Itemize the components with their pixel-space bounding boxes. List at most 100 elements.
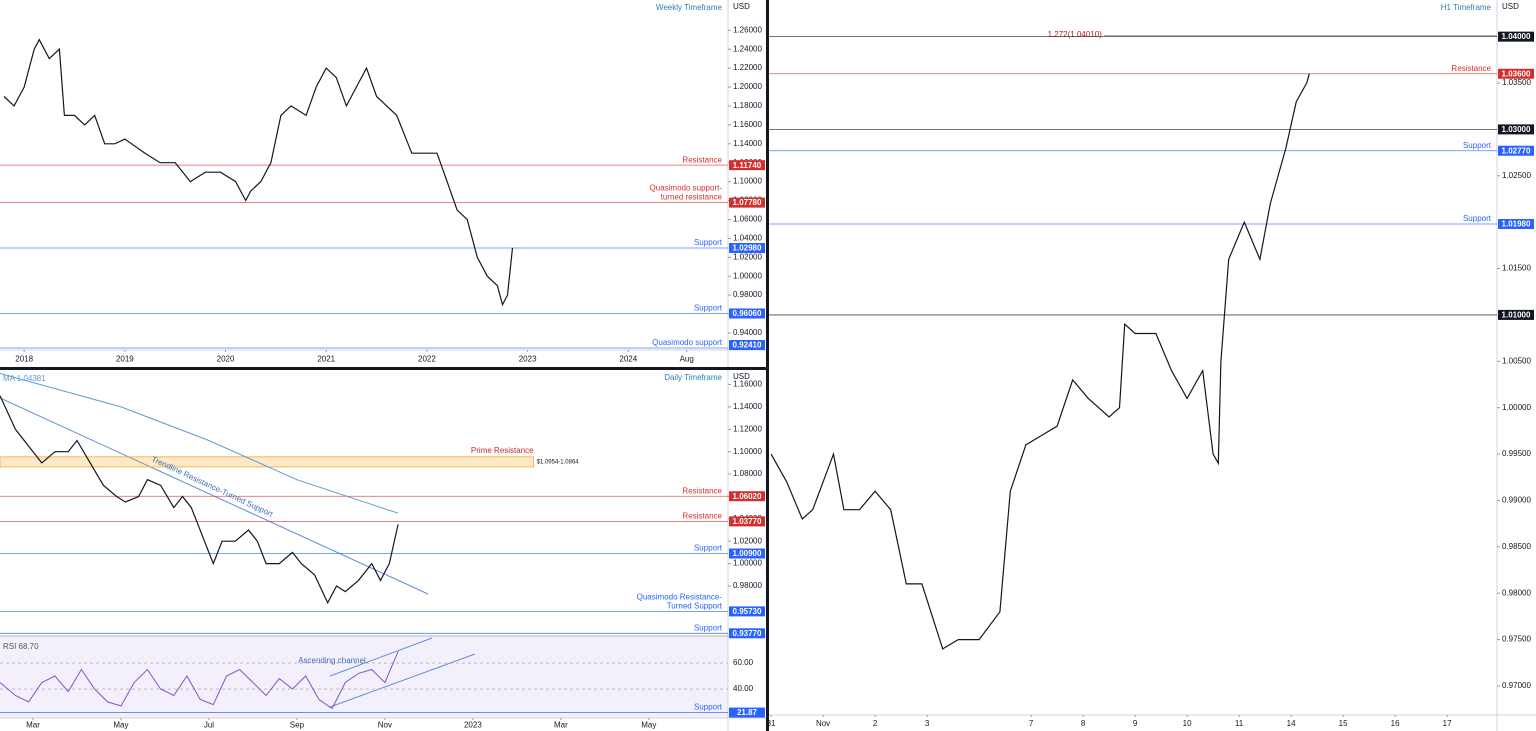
x-tick-label: 17 — [1443, 719, 1452, 728]
y-tick-label: 1.12000 — [733, 424, 762, 433]
x-tick-label: 9 — [1133, 719, 1138, 728]
price-label: 21.87 — [737, 708, 758, 717]
x-tick-label: 14 — [1287, 719, 1296, 728]
price-label: 0.95730 — [733, 607, 762, 616]
x-tick-label: 7 — [1029, 719, 1034, 728]
price-label: 1.02770 — [1502, 146, 1531, 155]
price-label: 1.03600 — [1502, 69, 1531, 78]
channel-line — [329, 637, 433, 677]
level-note: Resistance — [1451, 64, 1491, 73]
y-tick-label: 1.26000 — [733, 25, 762, 34]
price-label-box — [1498, 124, 1534, 135]
rsi-background — [0, 636, 728, 718]
y-tick-label: 1.00000 — [1502, 403, 1531, 412]
level-note: Quasimodo support- — [650, 184, 723, 193]
level-note: Support — [1463, 141, 1492, 150]
x-tick-label: 31 — [767, 719, 776, 728]
price-label-box — [1498, 145, 1534, 156]
y-tick-label: 1.10000 — [733, 177, 762, 186]
y-tick-label: 1.22000 — [733, 63, 762, 72]
price-label-box — [1498, 219, 1534, 230]
price-label-box — [1498, 68, 1534, 79]
rsi-label: RSI 68.70 — [3, 642, 39, 651]
x-tick-label: 2023 — [464, 721, 482, 730]
price-label: 1.04000 — [1502, 32, 1531, 41]
rsi-annotation: Ascending channel — [298, 656, 366, 665]
y-tick-label: 1.08000 — [733, 469, 762, 478]
y-tick-label: 1.02000 — [733, 252, 762, 261]
level-note: Support — [694, 544, 723, 553]
axis-unit: USD — [1502, 2, 1519, 11]
y-tick-label: 1.00000 — [733, 559, 762, 568]
price-line — [0, 372, 399, 514]
x-tick-label: 2 — [873, 719, 878, 728]
timeframe-title: Weekly Timeframe — [656, 3, 723, 12]
price-label-box — [1498, 31, 1534, 42]
level-note: Support — [694, 623, 723, 632]
y-tick-label: 1.04000 — [733, 233, 762, 242]
x-tick-label: 2018 — [15, 355, 33, 364]
timeframe-title: H1 Timeframe — [1441, 3, 1492, 12]
series-label: MA 1.04381 — [3, 374, 46, 383]
price-label: 1.00900 — [733, 549, 762, 558]
y-tick-label: 0.94000 — [733, 328, 762, 337]
level-note: Quasimodo support — [652, 338, 723, 347]
price-label: 1.07780 — [733, 198, 762, 207]
x-tick-label: 2020 — [217, 355, 235, 364]
y-tick-label: 1.14000 — [733, 402, 762, 411]
x-tick-label: 11 — [1235, 719, 1244, 728]
y-tick-label: 1.24000 — [733, 44, 762, 53]
price-label: 0.92410 — [733, 341, 762, 350]
level-note: Support — [694, 703, 723, 712]
panel-divider — [766, 0, 769, 731]
price-label-box — [729, 707, 765, 718]
level-note: Support — [1463, 214, 1492, 223]
x-tick-label: Nov — [378, 721, 392, 730]
y-tick-label: 1.00000 — [733, 271, 762, 280]
x-tick-label: 2021 — [317, 355, 335, 364]
price-line — [770, 73, 1310, 650]
y-tick-label: 60.00 — [733, 658, 754, 667]
y-tick-label: 1.16000 — [733, 380, 762, 389]
y-tick-label: 1.01500 — [1502, 264, 1531, 273]
x-tick-label: 15 — [1339, 719, 1348, 728]
price-label-box — [1498, 309, 1534, 320]
y-tick-label: 1.00500 — [1502, 356, 1531, 365]
y-tick-label: 40.00 — [733, 684, 754, 693]
level-note: Support — [694, 238, 723, 247]
y-tick-label: 1.06000 — [733, 215, 762, 224]
timeframe-title: Daily Timeframe — [664, 373, 722, 382]
y-tick-label: 1.10000 — [733, 447, 762, 456]
price-label: 1.03000 — [1502, 125, 1531, 134]
price-line — [0, 395, 399, 605]
x-tick-label: Jul — [204, 721, 214, 730]
y-tick-label: 1.16000 — [733, 120, 762, 129]
x-tick-label: 2023 — [519, 355, 537, 364]
rsi-line — [0, 651, 399, 710]
x-tick-label: Sep — [290, 721, 305, 730]
x-tick-label: Mar — [554, 721, 568, 730]
x-tick-label: 2019 — [116, 355, 134, 364]
x-tick-label: May — [113, 721, 128, 730]
price-label-box — [729, 491, 765, 502]
y-tick-label: 1.18000 — [733, 101, 762, 110]
price-label: 0.96060 — [733, 309, 762, 318]
y-tick-label: 1.20000 — [733, 82, 762, 91]
x-tick-label: 8 — [1081, 719, 1086, 728]
y-tick-label: 0.97500 — [1502, 635, 1531, 644]
x-tick-label: Mar — [26, 721, 40, 730]
price-label: 1.02980 — [733, 244, 762, 253]
level-note: Turned Support — [667, 601, 723, 610]
axis-unit: USD — [733, 372, 750, 381]
level-note: Quasimodo Resistance- — [637, 592, 723, 601]
y-tick-label: 0.98500 — [1502, 542, 1531, 551]
y-tick-label: 0.99500 — [1502, 449, 1531, 458]
price-label-box — [729, 548, 765, 559]
x-tick-label: 10 — [1183, 719, 1192, 728]
fib-label: 1.272(1.04010) — [1048, 30, 1103, 39]
level-note: turned resistance — [661, 193, 723, 202]
x-tick-label: Aug — [680, 355, 694, 364]
plot-area: 1.272(1.04010) Resistance Support Support — [769, 30, 1497, 650]
